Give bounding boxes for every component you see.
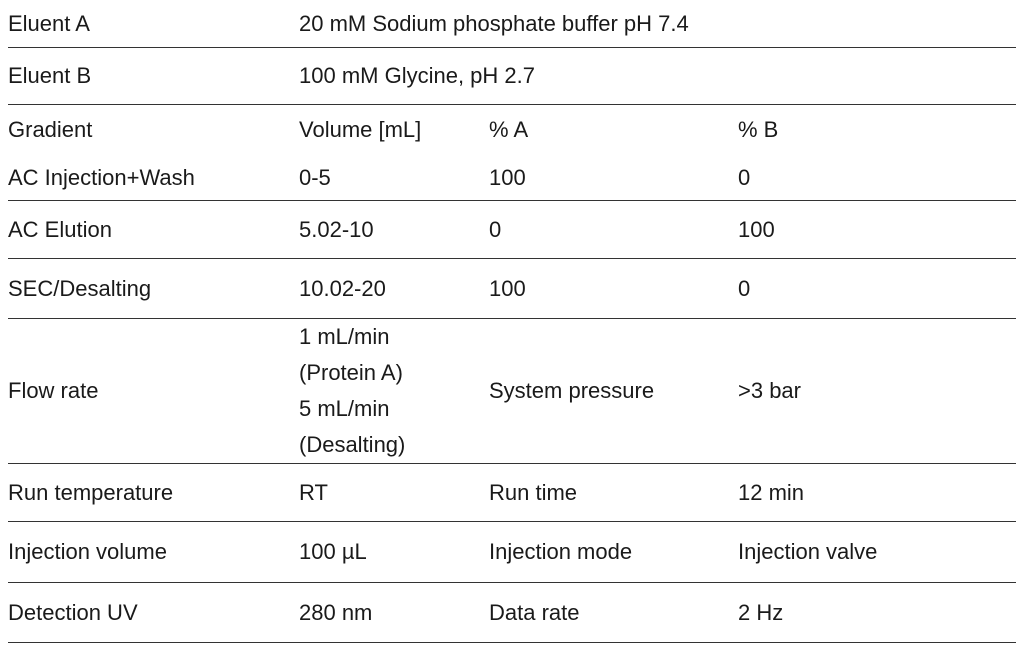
gradient-pct-b-header: % B [738,117,779,142]
eluent-b-label: Eluent B [8,47,299,105]
gradient-step-pct-a: 100 [489,155,738,201]
detection-value: 280 nm [299,582,489,643]
run-time-value: 12 min [738,463,1016,522]
gradient-step-pct-b: 0 [738,155,1016,201]
row-gradient-header: Gradient Volume [mL] % A % B [8,105,1016,156]
gradient-label: Gradient [8,117,93,142]
row-eluent-a: Eluent A 20 mM Sodium phosphate buffer p… [8,0,1016,48]
gradient-step-pct-a: 0 [489,200,738,259]
gradient-step-volume: 10.02-20 [299,258,489,319]
row-gradient-step: AC Injection+Wash 0-5 100 0 [8,155,1016,201]
eluent-b-value: 100 mM Glycine, pH 2.7 [299,47,1016,105]
flow-rate-line: (Protein A) [299,360,403,385]
eluent-a-label: Eluent A [8,0,299,48]
run-temperature-label: Run temperature [8,463,299,522]
gradient-step-volume: 0-5 [299,155,489,201]
data-rate-value: 2 Hz [738,582,1016,643]
flow-rate-line: 5 mL/min [299,396,390,421]
row-run-temperature: Run temperature RT Run time 12 min [8,463,1016,522]
flow-rate-value: 1 mL/min (Protein A) 5 mL/min (Desalting… [299,318,489,464]
gradient-step-pct-b: 0 [738,258,1016,319]
eluent-a-value: 20 mM Sodium phosphate buffer pH 7.4 [299,0,1016,48]
flow-rate-line: 1 mL/min [299,324,390,349]
gradient-step-name: AC Elution [8,200,299,259]
row-detection: Detection UV 280 nm Data rate 2 Hz [8,582,1016,643]
run-time-label: Run time [489,463,738,522]
injection-mode-value: Injection valve [738,521,1016,583]
row-gradient-step: AC Elution 5.02-10 0 100 [8,200,1016,259]
injection-volume-value: 100 µL [299,521,489,583]
gradient-step-pct-a: 100 [489,258,738,319]
detection-label: Detection UV [8,582,299,643]
gradient-step-name: SEC/Desalting [8,258,299,319]
gradient-step-pct-b: 100 [738,200,1016,259]
gradient-step-volume: 5.02-10 [299,200,489,259]
flow-rate-line: (Desalting) [299,432,406,457]
method-parameters-table: Eluent A 20 mM Sodium phosphate buffer p… [8,0,1016,643]
row-flow-rate: Flow rate 1 mL/min (Protein A) 5 mL/min … [8,318,1016,464]
gradient-step-name: AC Injection+Wash [8,155,299,201]
system-pressure-value: >3 bar [738,318,1016,464]
injection-volume-label: Injection volume [8,521,299,583]
gradient-volume-header: Volume [mL] [299,117,422,142]
gradient-pct-a-header: % A [489,117,529,142]
row-injection-volume: Injection volume 100 µL Injection mode I… [8,521,1016,583]
data-rate-label: Data rate [489,582,738,643]
flow-rate-label: Flow rate [8,318,299,464]
run-temperature-value: RT [299,463,489,522]
row-gradient-step: SEC/Desalting 10.02-20 100 0 [8,258,1016,319]
row-eluent-b: Eluent B 100 mM Glycine, pH 2.7 [8,47,1016,105]
injection-mode-label: Injection mode [489,521,738,583]
system-pressure-label: System pressure [489,318,738,464]
